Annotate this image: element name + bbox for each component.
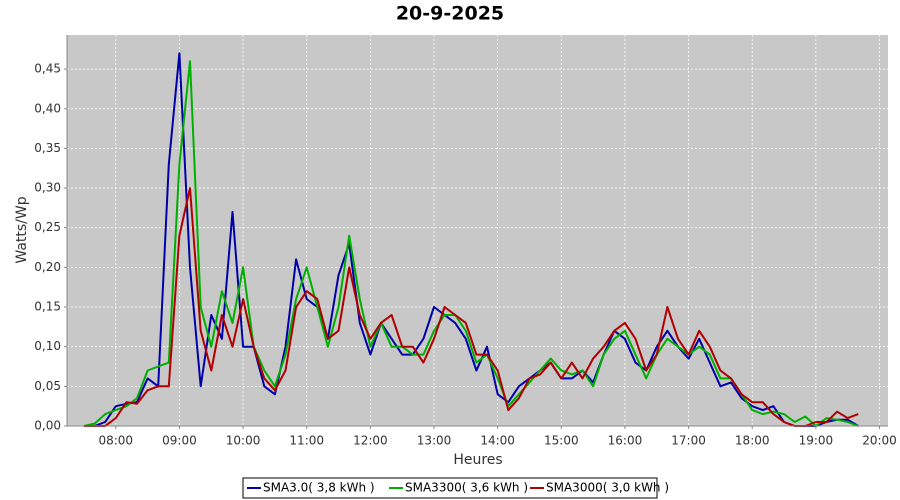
x-tick-label: 14:00 bbox=[480, 434, 515, 448]
legend-label: SMA3000( 3,0 kWh ) bbox=[546, 481, 669, 495]
y-tick-label: 0,25 bbox=[34, 220, 61, 234]
x-tick-label: 20:00 bbox=[862, 434, 897, 448]
y-tick-label: 0,00 bbox=[34, 419, 61, 433]
y-tick-label: 0,15 bbox=[34, 300, 61, 314]
x-axis-title: Heures bbox=[453, 452, 502, 468]
x-tick-label: 19:00 bbox=[799, 434, 834, 448]
x-tick-label: 16:00 bbox=[608, 434, 643, 448]
x-tick-label: 17:00 bbox=[671, 434, 706, 448]
x-tick-label: 08:00 bbox=[98, 434, 133, 448]
x-tick-label: 09:00 bbox=[162, 434, 197, 448]
x-tick-label: 11:00 bbox=[289, 434, 324, 448]
chart-title: 20-9-2025 bbox=[396, 3, 504, 25]
plot bbox=[67, 35, 888, 427]
x-tick-label: 13:00 bbox=[417, 434, 452, 448]
x-tick-label: 15:00 bbox=[544, 434, 579, 448]
y-tick-label: 0,45 bbox=[34, 62, 61, 76]
legend-label: SMA3300( 3,6 kWh ) bbox=[405, 481, 528, 495]
x-tick-label: 10:00 bbox=[226, 434, 261, 448]
series-line bbox=[84, 187, 859, 427]
y-tick-label: 0,05 bbox=[34, 379, 61, 393]
y-tick-label: 0,35 bbox=[34, 141, 61, 155]
series-line bbox=[84, 52, 859, 427]
y-tick-label: 0,40 bbox=[34, 101, 61, 115]
x-tick-label: 12:00 bbox=[353, 434, 388, 448]
y-tick-label: 0,10 bbox=[34, 339, 61, 353]
legend-label: SMA3.0( 3,8 kWh ) bbox=[263, 481, 375, 495]
series-line bbox=[83, 60, 859, 427]
x-tick-label: 18:00 bbox=[735, 434, 770, 448]
legend-box bbox=[242, 477, 658, 499]
y-axis-title: Watts/Wp bbox=[14, 196, 30, 263]
y-tick-label: 0,20 bbox=[34, 260, 61, 274]
y-tick-label: 0,30 bbox=[34, 181, 61, 195]
